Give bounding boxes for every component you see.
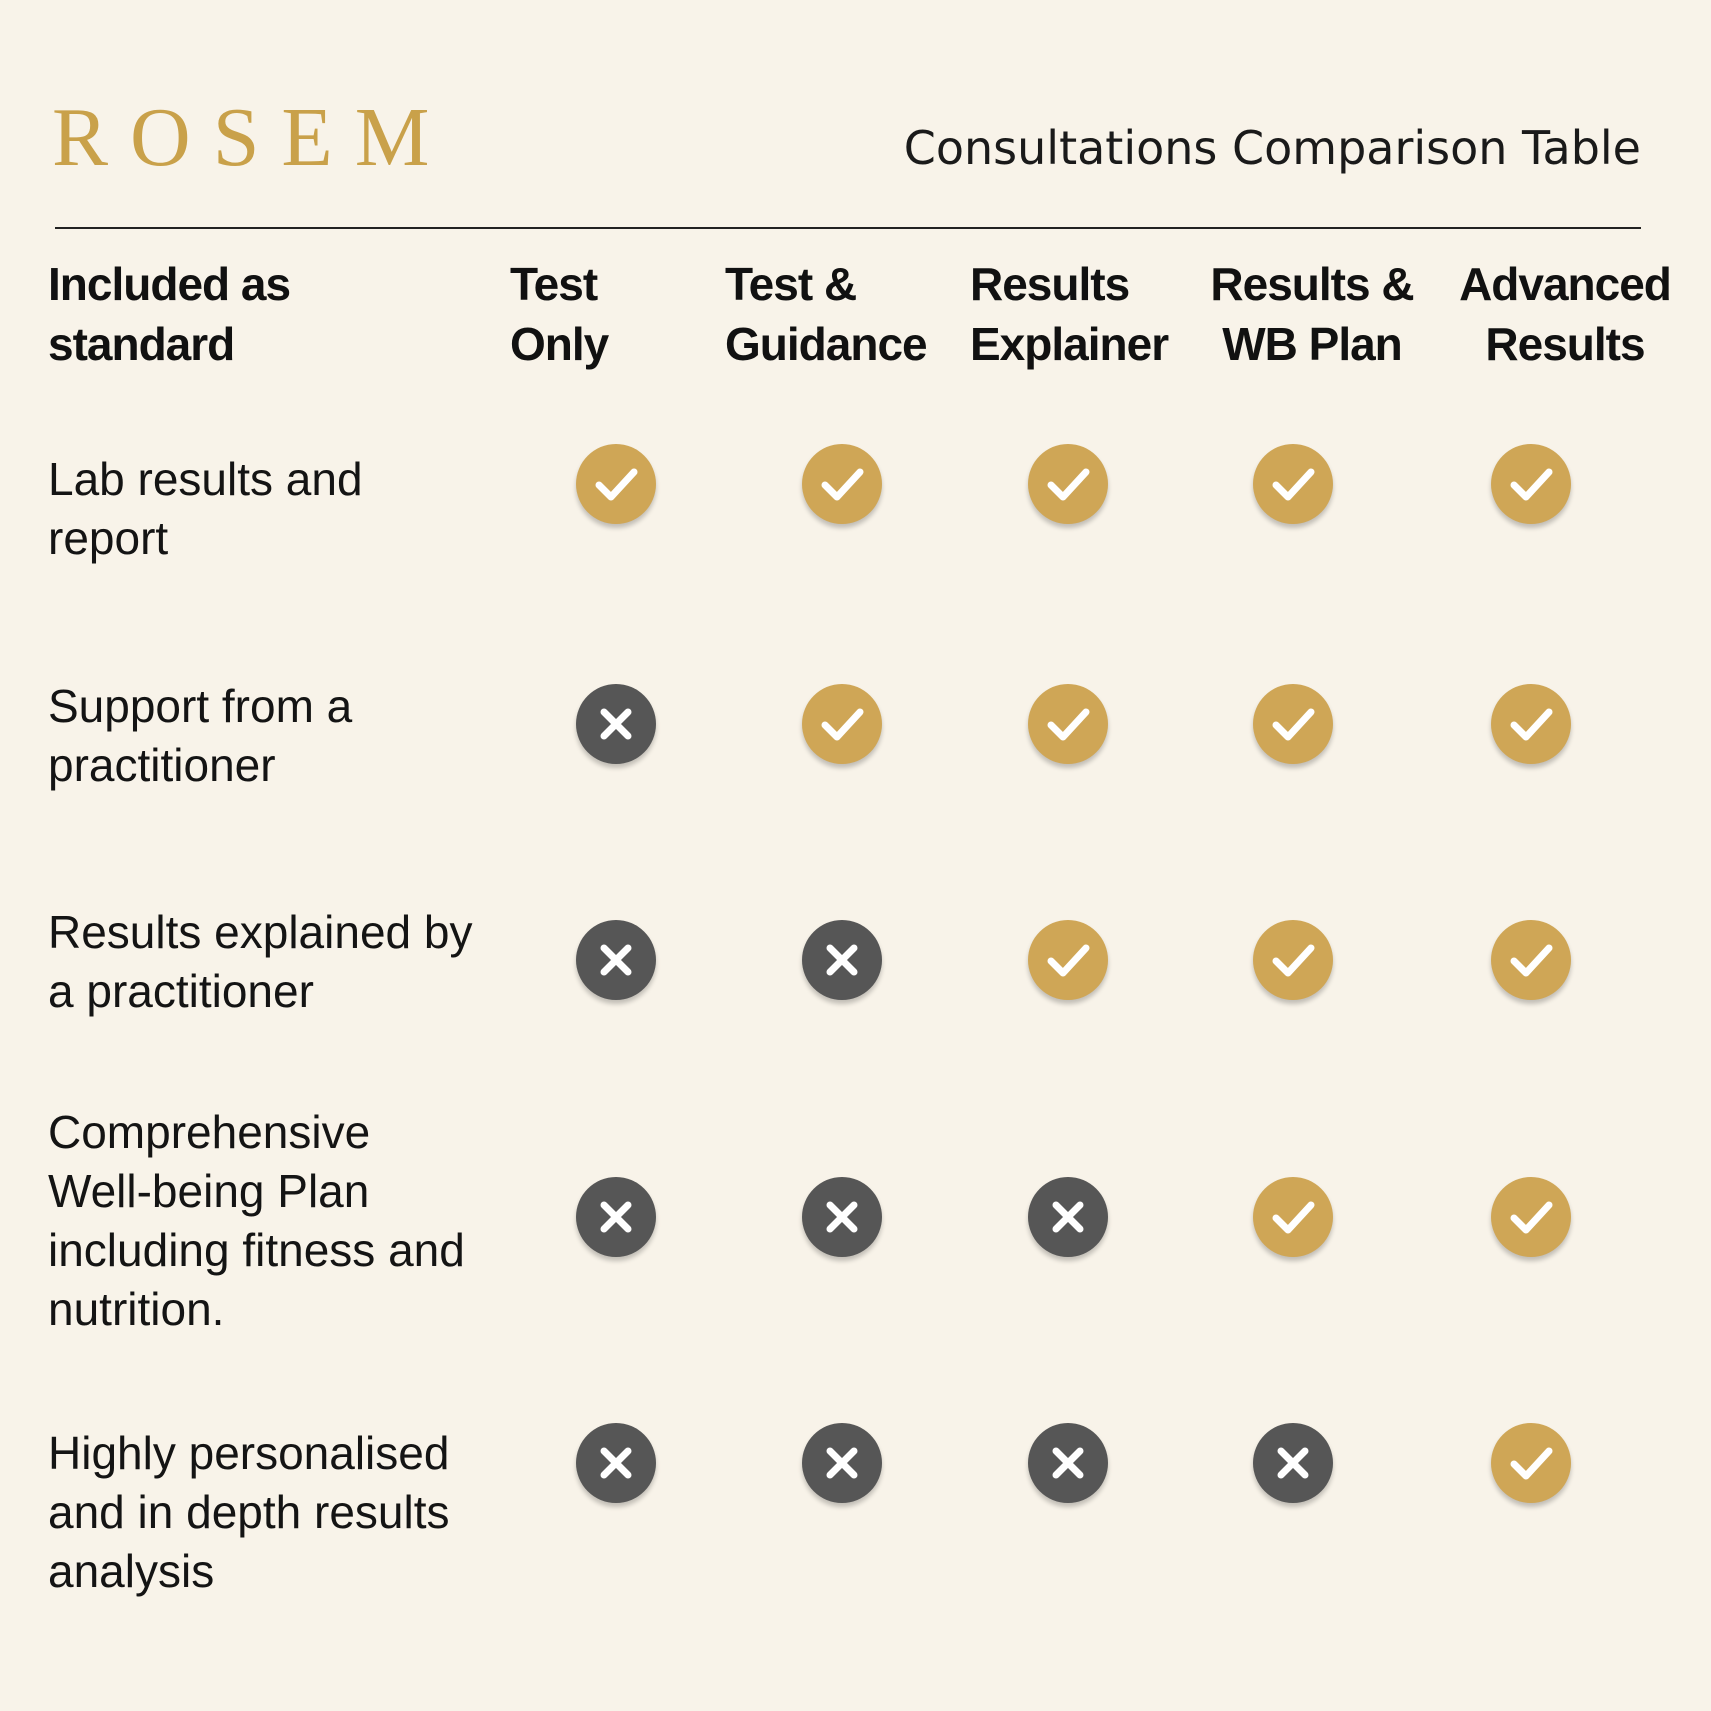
cross-icon xyxy=(1253,1423,1333,1503)
check-icon xyxy=(576,444,656,524)
check-icon xyxy=(1253,684,1333,764)
cross-icon xyxy=(802,920,882,1000)
check-icon xyxy=(802,684,882,764)
check-icon xyxy=(802,444,882,524)
check-icon xyxy=(1253,444,1333,524)
header-divider xyxy=(55,227,1641,229)
check-icon xyxy=(1253,1177,1333,1257)
check-icon xyxy=(1491,920,1571,1000)
cross-icon xyxy=(576,1423,656,1503)
check-icon xyxy=(1028,444,1108,524)
included-as-standard-header: Included as standard xyxy=(48,258,291,370)
check-icon xyxy=(1253,920,1333,1000)
check-icon xyxy=(1491,1177,1571,1257)
row-label-lab-results: Lab results and report xyxy=(48,453,363,564)
cross-icon xyxy=(576,684,656,764)
check-icon xyxy=(1491,444,1571,524)
check-icon xyxy=(1491,1423,1571,1503)
cross-icon xyxy=(1028,1423,1108,1503)
check-icon xyxy=(1028,920,1108,1000)
row-label-practitioner-support: Support from a practitioner xyxy=(48,680,353,791)
cross-icon xyxy=(802,1423,882,1503)
row-label-wellbeing-plan: Comprehensive Well-being Plan including … xyxy=(48,1106,465,1335)
column-header-results-explainer: Results Explainer xyxy=(970,258,1169,370)
column-header-test-only: Test Only xyxy=(510,258,609,370)
cross-icon xyxy=(802,1177,882,1257)
cross-icon xyxy=(576,1177,656,1257)
row-label-in-depth-analysis: Highly personalised and in depth results… xyxy=(48,1427,450,1597)
row-label-results-explained: Results explained by a practitioner xyxy=(48,906,473,1017)
column-header-test-guidance: Test & Guidance xyxy=(725,258,928,370)
cross-icon xyxy=(576,920,656,1000)
brand-logo: ROSEM xyxy=(52,91,452,184)
check-icon xyxy=(1491,684,1571,764)
cross-icon xyxy=(1028,1177,1108,1257)
column-header-results-wb-plan: Results & WB Plan xyxy=(1210,258,1414,370)
column-header-advanced-results: Advanced Results xyxy=(1459,258,1672,370)
check-icon xyxy=(1028,684,1108,764)
page-title: Consultations Comparison Table xyxy=(903,121,1641,175)
